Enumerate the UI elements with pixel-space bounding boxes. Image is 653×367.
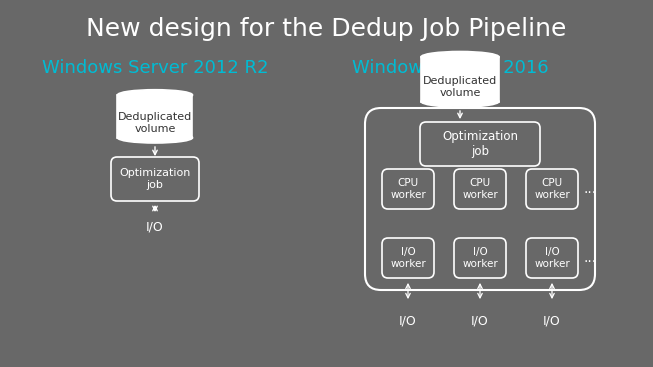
Ellipse shape xyxy=(118,90,193,100)
Text: I/O: I/O xyxy=(471,314,489,327)
Text: I/O
worker: I/O worker xyxy=(390,247,426,269)
Text: ...: ... xyxy=(583,182,597,196)
FancyBboxPatch shape xyxy=(420,122,540,166)
Text: CPU
worker: CPU worker xyxy=(534,178,570,200)
Ellipse shape xyxy=(421,51,499,62)
Text: I/O: I/O xyxy=(543,314,561,327)
Ellipse shape xyxy=(118,132,193,143)
FancyBboxPatch shape xyxy=(118,95,193,138)
Text: Optimization
job: Optimization job xyxy=(119,168,191,190)
Text: I/O
worker: I/O worker xyxy=(462,247,498,269)
Text: I/O: I/O xyxy=(146,220,164,233)
Text: Windows Server 2016: Windows Server 2016 xyxy=(352,59,549,77)
FancyBboxPatch shape xyxy=(365,108,595,290)
FancyBboxPatch shape xyxy=(526,169,578,209)
FancyBboxPatch shape xyxy=(454,238,506,278)
Text: Deduplicated
volume: Deduplicated volume xyxy=(423,76,497,98)
FancyBboxPatch shape xyxy=(111,157,199,201)
Text: ...: ... xyxy=(583,251,597,265)
FancyBboxPatch shape xyxy=(382,238,434,278)
Text: Optimization
job: Optimization job xyxy=(442,130,518,158)
FancyBboxPatch shape xyxy=(421,57,499,102)
Text: Deduplicated
volume: Deduplicated volume xyxy=(118,112,192,134)
FancyBboxPatch shape xyxy=(526,238,578,278)
Text: I/O
worker: I/O worker xyxy=(534,247,570,269)
Text: CPU
worker: CPU worker xyxy=(390,178,426,200)
Ellipse shape xyxy=(421,96,499,107)
Text: New design for the Dedup Job Pipeline: New design for the Dedup Job Pipeline xyxy=(86,17,566,41)
Text: I/O: I/O xyxy=(399,314,417,327)
Text: Windows Server 2012 R2: Windows Server 2012 R2 xyxy=(42,59,268,77)
FancyBboxPatch shape xyxy=(454,169,506,209)
FancyBboxPatch shape xyxy=(382,169,434,209)
Text: CPU
worker: CPU worker xyxy=(462,178,498,200)
